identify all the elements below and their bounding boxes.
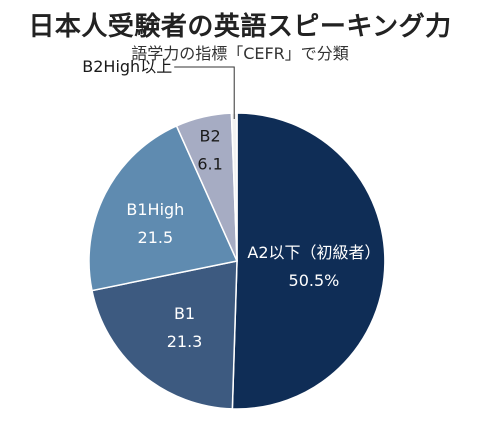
pie-slice-a2	[231, 112, 386, 410]
slice-label-b2high: B2High以上	[82, 57, 172, 76]
slice-value-b1high: 21.5	[138, 228, 174, 247]
slice-label-b2: B2	[200, 127, 221, 146]
slice-label-b1high: B1High	[126, 200, 184, 219]
slice-value-b2: 6.1	[197, 155, 222, 174]
callout-line-b2high	[174, 66, 235, 120]
pie-slice-b1	[91, 260, 238, 410]
chart-title: 日本人受験者の英語スピーキング力	[28, 12, 452, 42]
pie-slice-b1high	[88, 124, 239, 292]
slice-label-b1: B1	[174, 304, 195, 323]
slice-value-b1: 21.3	[167, 332, 203, 351]
chart-subtitle: 語学力の指標「CEFR」で分類	[131, 44, 349, 63]
slice-value-a2: 50.5%	[289, 271, 340, 290]
slice-label-a2: A2以下（初級者）	[247, 243, 380, 262]
